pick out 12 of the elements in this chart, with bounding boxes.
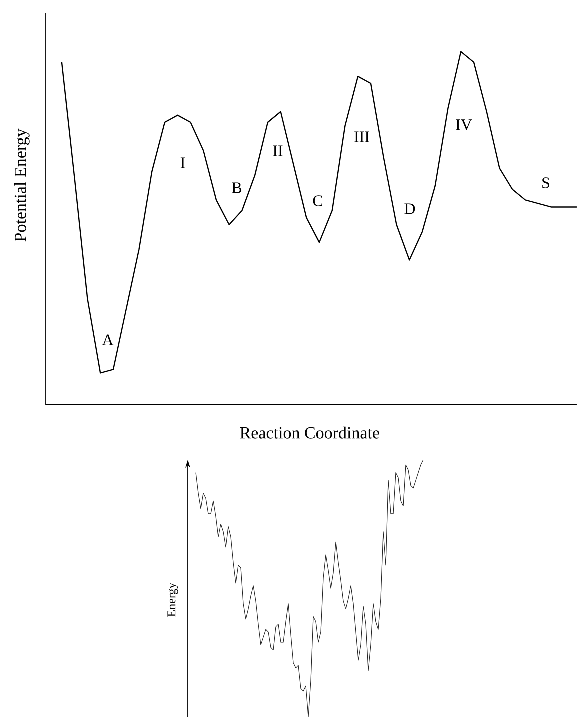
annotation: A [102, 334, 114, 346]
y-axis-title: Energy [168, 582, 178, 617]
x-axis-title: Reaction Coordinate [240, 426, 380, 439]
annotation: B [232, 182, 242, 194]
annotation: II [273, 146, 283, 156]
annotation: D [404, 204, 416, 214]
annotation: C [313, 196, 322, 206]
annotation: IV [456, 120, 472, 130]
annotation: I [180, 158, 186, 168]
annotation: III [354, 132, 370, 142]
annotation: S [542, 178, 550, 188]
y-axis-title: Potential Energy [14, 128, 30, 242]
